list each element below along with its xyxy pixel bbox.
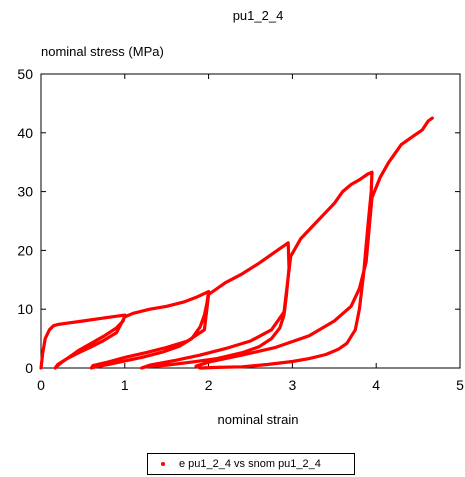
y-tick-label: 40 [17,125,33,141]
y-tick-label: 20 [17,242,33,258]
x-tick-label: 1 [121,377,129,393]
legend-entry-label: e pu1_2_4 vs snom pu1_2_4 [179,458,321,470]
y-tick-label: 0 [25,360,33,376]
x-tick-label: 4 [372,377,380,393]
legend: e pu1_2_4 vs snom pu1_2_4 [147,453,355,475]
x-tick-label: 0 [37,377,45,393]
series-line [39,116,434,370]
x-tick-label: 5 [456,377,464,393]
y-axis-label: nominal stress (MPa) [41,44,164,59]
y-tick-label: 10 [17,301,33,317]
x-tick-label: 3 [289,377,297,393]
x-tick-label: 2 [205,377,213,393]
x-axis-label: nominal strain [218,412,299,427]
y-tick-label: 50 [17,66,33,82]
legend-marker [161,462,165,466]
y-tick-label: 30 [17,184,33,200]
plot-frame [40,73,461,369]
chart-title: pu1_2_4 [233,8,284,23]
